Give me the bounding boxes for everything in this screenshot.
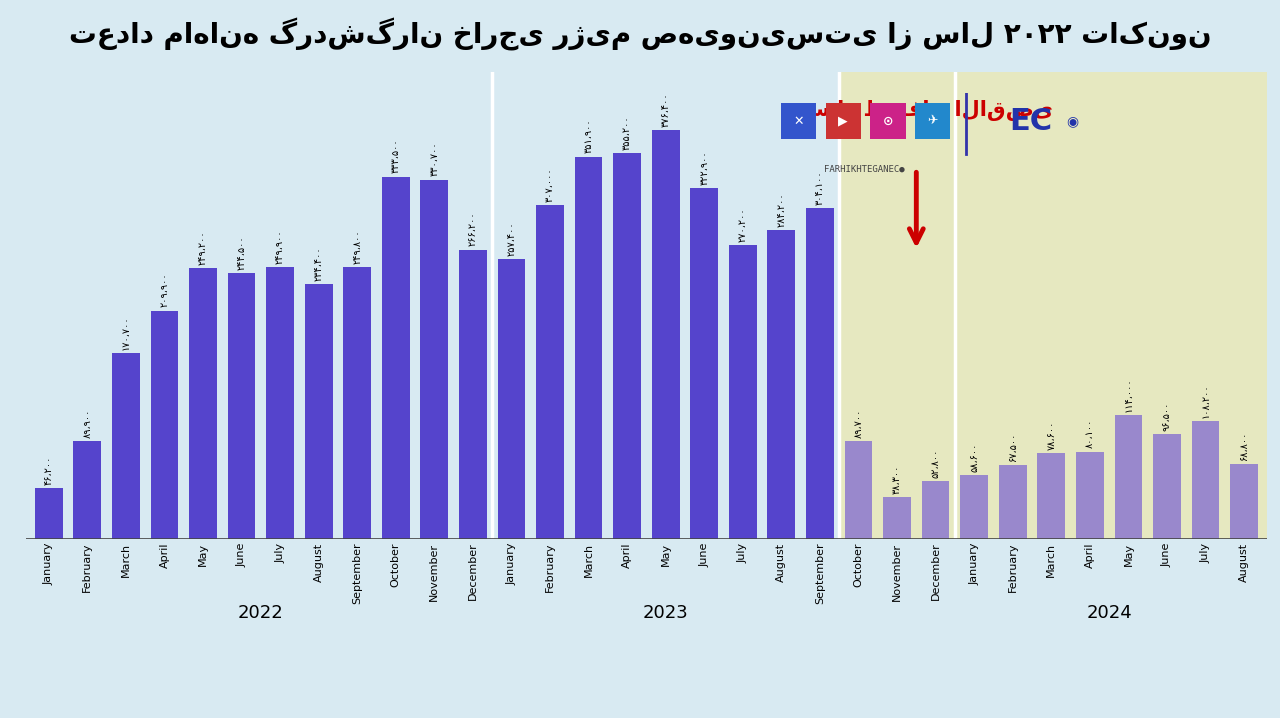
Text: ۲۴۴،۵۰۰: ۲۴۴،۵۰۰ — [237, 236, 247, 270]
Bar — [998, 465, 1027, 538]
Text: ۲۳۴،۴۰۰: ۲۳۴،۴۰۰ — [314, 246, 324, 281]
Text: ◉: ◉ — [1066, 114, 1078, 129]
Bar — [1153, 434, 1181, 538]
Bar — [111, 353, 140, 538]
Text: FARHIKHTEGANEC●: FARHIKHTEGANEC● — [824, 164, 904, 173]
Bar — [228, 273, 256, 538]
Bar — [840, 72, 1267, 538]
FancyBboxPatch shape — [915, 103, 951, 139]
Text: ۶۸،۸۰۰: ۶۸،۸۰۰ — [1239, 432, 1249, 460]
Bar — [151, 311, 178, 538]
Text: ۳۳۳،۵۰۰: ۳۳۳،۵۰۰ — [390, 139, 401, 173]
Text: ۶۷،۵۰۰: ۶۷،۵۰۰ — [1007, 433, 1018, 462]
Text: 2023: 2023 — [643, 604, 689, 622]
Text: ۲۶۶،۲۰۰: ۲۶۶،۲۰۰ — [468, 212, 477, 246]
Bar — [575, 157, 603, 538]
Text: EC: EC — [1009, 107, 1052, 136]
Text: ۳۰۴،۱۰۰: ۳۰۴،۱۰۰ — [815, 171, 824, 205]
Bar — [498, 259, 525, 538]
Text: ۲۴۹،۸۰۰: ۲۴۹،۸۰۰ — [352, 230, 362, 264]
Bar — [536, 205, 564, 538]
Text: ۷۸،۶۰۰: ۷۸،۶۰۰ — [1046, 421, 1056, 450]
Text: ⊙: ⊙ — [883, 114, 893, 128]
Bar — [613, 153, 641, 538]
Text: ۳۰۷،۰۰۰: ۳۰۷،۰۰۰ — [545, 167, 556, 202]
Text: ۲۷۰،۲۰۰: ۲۷۰،۲۰۰ — [737, 208, 748, 242]
Text: ۳۲۲،۹۰۰: ۳۲۲،۹۰۰ — [699, 150, 709, 185]
FancyBboxPatch shape — [870, 103, 906, 139]
Text: ۵۲،۸۰۰: ۵۲،۸۰۰ — [931, 449, 941, 478]
Bar — [1037, 453, 1065, 538]
Bar — [1192, 421, 1220, 538]
Bar — [73, 441, 101, 538]
Bar — [652, 130, 680, 538]
Bar — [806, 208, 833, 538]
Text: 2022: 2022 — [238, 604, 284, 622]
Text: ۳۷۶،۴۰۰: ۳۷۶،۴۰۰ — [660, 92, 671, 126]
Text: ۸۹،۹۰۰: ۸۹،۹۰۰ — [82, 409, 92, 438]
Bar — [460, 250, 486, 538]
FancyBboxPatch shape — [781, 103, 817, 139]
Bar — [305, 284, 333, 538]
Bar — [960, 475, 988, 538]
Text: ۸۹،۷۰۰: ۸۹،۷۰۰ — [854, 409, 864, 438]
Bar — [381, 177, 410, 538]
Text: ۲۵۷،۴۰۰: ۲۵۷،۴۰۰ — [507, 221, 516, 256]
Text: ۲۸۴،۲۰۰: ۲۸۴،۲۰۰ — [777, 192, 786, 227]
Text: ۱۰۸،۲۰۰: ۱۰۸،۲۰۰ — [1201, 383, 1211, 418]
Text: ۱۱۴،۰۰۰: ۱۱۴،۰۰۰ — [1124, 377, 1133, 411]
Text: ۸۰،۱۰۰: ۸۰،۱۰۰ — [1085, 419, 1094, 448]
Text: ۲۰۹،۹۰۰: ۲۰۹،۹۰۰ — [160, 273, 169, 307]
Text: ✕: ✕ — [794, 114, 804, 128]
Text: ۹۶،۵۰۰: ۹۶،۵۰۰ — [1162, 401, 1172, 431]
Bar — [690, 188, 718, 538]
Text: ۲۴۹،۹۰۰: ۲۴۹،۹۰۰ — [275, 229, 285, 264]
Bar — [189, 268, 216, 538]
Bar — [266, 267, 294, 538]
Bar — [1076, 452, 1103, 538]
Text: ۳۵۵،۲۰۰: ۳۵۵،۲۰۰ — [622, 115, 632, 150]
Bar — [420, 180, 448, 538]
Text: پس از طوفان الاقصی: پس از طوفان الاقصی — [780, 100, 1052, 121]
Text: ۱۷۰،۷۰۰: ۱۷۰،۷۰۰ — [120, 315, 131, 350]
Text: ۳۳۰،۷۰۰: ۳۳۰،۷۰۰ — [429, 141, 439, 177]
Text: ۴۶،۲۰۰: ۴۶،۲۰۰ — [44, 456, 54, 485]
Text: ۲۴۹،۲۰۰: ۲۴۹،۲۰۰ — [198, 230, 207, 265]
Text: ۵۸،۶۰۰: ۵۸،۶۰۰ — [969, 442, 979, 472]
Text: ✈: ✈ — [928, 114, 938, 128]
Bar — [343, 267, 371, 538]
Text: ۳۸،۳۰۰: ۳۸،۳۰۰ — [892, 465, 902, 494]
Bar — [922, 481, 950, 538]
FancyBboxPatch shape — [826, 103, 860, 139]
Text: 2024: 2024 — [1087, 604, 1132, 622]
Bar — [35, 488, 63, 538]
Text: تعداد ماهانه گردشگران خارجی رژیم صهیونیستی از سال ۲۰۲۲ تاکنون: تعداد ماهانه گردشگران خارجی رژیم صهیونیس… — [69, 18, 1211, 51]
Bar — [768, 230, 795, 538]
Text: ▶: ▶ — [838, 114, 849, 128]
Bar — [883, 497, 911, 538]
Bar — [1230, 464, 1258, 538]
Bar — [1115, 415, 1142, 538]
Bar — [728, 246, 756, 538]
Bar — [845, 441, 873, 538]
Text: ۳۵۱،۹۰۰: ۳۵۱،۹۰۰ — [584, 118, 594, 154]
